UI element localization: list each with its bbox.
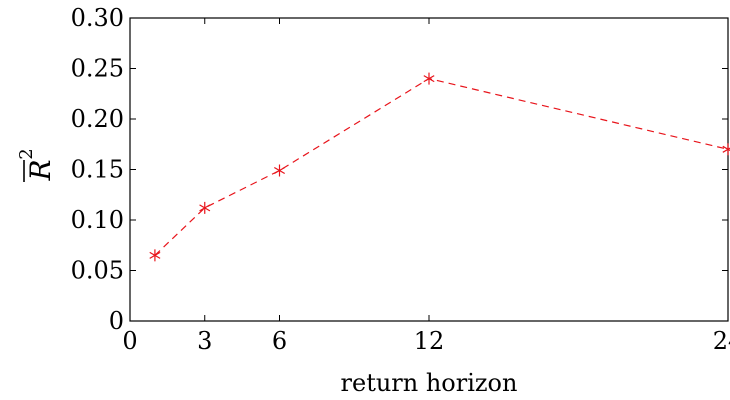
x-tick-label: 24 [713,327,730,355]
data-point [149,249,161,262]
y-tick-label: 0 [109,307,124,335]
x-tick-label: 12 [414,327,445,355]
x-tick-label: 0 [122,327,137,355]
data-point [722,143,730,156]
series-line [154,77,729,256]
plot-frame [129,17,729,322]
data-point [274,164,285,177]
y-axis-label-text: R [24,159,57,181]
data-point [199,201,211,214]
series-group [149,72,730,262]
y-tick-label: 0.15 [71,156,124,184]
x-axis-label: return horizon [341,369,518,397]
axis-ticks: 0 0.05 0.10 0.15 0.20 0.25 0.30 0 3 6 12 24 [71,4,730,355]
y-tick-label: 0.20 [71,105,124,133]
x-tick-label: 3 [197,327,212,355]
y-axis-label-superscript: 2 [16,148,37,159]
data-point [423,72,435,85]
y-tick-label: 0.30 [71,4,124,32]
x-tick-label: 6 [272,327,287,355]
y-tick-label: 0.10 [71,206,124,234]
y-tick-label: 0.05 [71,257,124,285]
y-tick-label: 0.25 [71,55,124,83]
y-axis-label: R 2 [16,148,57,182]
